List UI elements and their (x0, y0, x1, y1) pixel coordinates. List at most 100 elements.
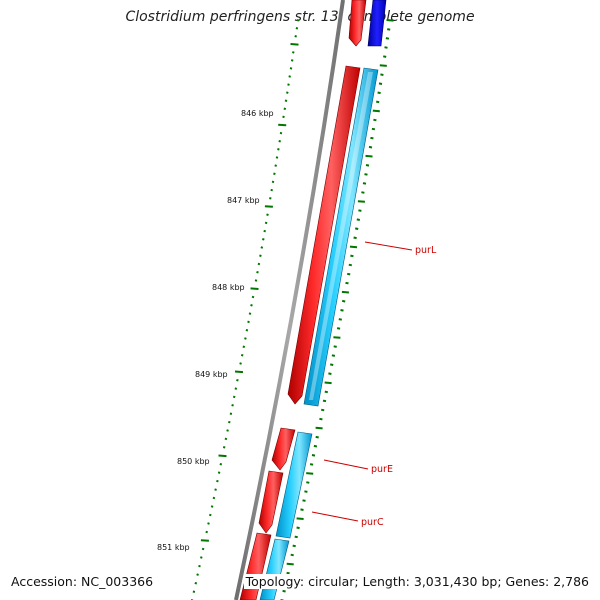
gene-arrow-reverse (367, 0, 387, 47)
gene-label-purE[interactable]: purE (371, 464, 393, 475)
scale-minor-tick (229, 412, 233, 415)
scale-minor-tick (216, 479, 219, 483)
scale-minor-tick (201, 547, 205, 551)
scale-minor-tick (256, 270, 259, 274)
scale-minor-tick (284, 99, 288, 102)
gc-marker (370, 136, 374, 140)
gc-marker (324, 381, 332, 385)
gc-marker (350, 254, 354, 258)
gc-marker (376, 100, 380, 104)
scale-minor-tick (287, 83, 290, 86)
scale-minor-tick (274, 164, 277, 167)
accession-info: Accession: NC_003366 (9, 574, 156, 589)
scale-major-tick (278, 123, 287, 127)
gc-marker (387, 28, 391, 31)
gc-marker (358, 209, 362, 212)
genome-backbone (234, 0, 345, 600)
gc-marker (357, 200, 365, 203)
gene-arrow-forward (287, 65, 361, 405)
scale-minor-tick (232, 395, 236, 399)
gene-arrow-forward (258, 470, 284, 534)
gc-marker (342, 299, 346, 303)
gc-marker (373, 118, 377, 122)
gc-marker (321, 408, 325, 412)
scale-minor-tick (228, 420, 231, 424)
gene-label-leader (323, 459, 369, 470)
gc-marker (349, 245, 358, 249)
scale-minor-tick (207, 522, 210, 525)
gc-marker (296, 517, 304, 520)
scale-minor-tick (250, 304, 253, 307)
gc-marker (383, 55, 387, 58)
scale-minor-tick (290, 59, 294, 62)
scale-minor-tick (294, 35, 297, 38)
scale-minor-tick (192, 590, 196, 593)
gc-marker (377, 91, 381, 95)
scale-minor-tick (231, 404, 234, 407)
scale-minor-tick (209, 513, 212, 517)
scale-minor-tick (210, 505, 214, 508)
scale-minor-tick (205, 530, 208, 534)
scale-minor-tick (269, 197, 272, 200)
scale-minor-tick (257, 262, 261, 266)
gc-marker (361, 191, 365, 194)
gc-marker (306, 481, 310, 484)
scale-major-tick (218, 454, 227, 458)
scale-tick-track (191, 19, 300, 600)
scale-minor-tick (278, 139, 281, 143)
scale-minor-tick (283, 107, 287, 111)
scale-minor-tick (279, 131, 283, 135)
gc-marker (294, 535, 298, 539)
gc-marker (319, 417, 323, 421)
gc-marker (371, 127, 376, 131)
gc-marker (311, 454, 316, 457)
scale-minor-tick (198, 564, 201, 568)
scale-minor-tick (286, 91, 289, 94)
scale-minor-tick (194, 581, 198, 585)
gc-marker (302, 499, 306, 502)
gene-arrow-reverse (309, 72, 373, 400)
scale-major-tick (200, 539, 209, 542)
scale-minor-tick (296, 19, 300, 22)
gc-marker (286, 562, 294, 566)
gc-marker (328, 372, 332, 375)
scale-label: 846 kbp (241, 109, 274, 118)
gc-marker (290, 553, 294, 557)
scale-minor-tick (240, 353, 244, 357)
scale-minor-tick (217, 471, 221, 474)
scale-minor-tick (259, 254, 262, 257)
gc-marker (340, 309, 344, 312)
scale-label: 850 kbp (177, 457, 210, 466)
scale-minor-tick (247, 320, 250, 324)
gc-marker (313, 444, 318, 448)
gene-arrow-reverse (275, 431, 313, 539)
gc-marker (324, 390, 328, 394)
gc-marker (356, 218, 360, 221)
scale-minor-tick (273, 172, 276, 176)
gc-marker (345, 281, 349, 285)
gc-marker (333, 345, 337, 348)
gc-marker (386, 19, 394, 22)
scale-minor-tick (270, 188, 273, 192)
scale-minor-tick (266, 213, 269, 216)
gc-marker (362, 182, 367, 185)
gc-marker (315, 426, 323, 430)
gc-marker (380, 73, 384, 76)
scale-minor-tick (200, 556, 203, 559)
scale-minor-tick (251, 295, 255, 299)
scale-minor-tick (295, 27, 299, 30)
scale-minor-tick (282, 115, 285, 119)
gc-marker (331, 354, 336, 357)
scale-minor-tick (242, 345, 246, 349)
gene-label-purC[interactable]: purC (361, 517, 384, 528)
gc-marker (384, 46, 388, 49)
scale-minor-tick (244, 337, 247, 340)
scale-major-tick (290, 43, 299, 46)
gene-label-purL[interactable]: purL (415, 245, 437, 256)
gc-marker (322, 399, 327, 403)
scale-minor-tick (271, 180, 275, 184)
gc-marker (348, 263, 352, 267)
scale-minor-tick (212, 496, 216, 500)
